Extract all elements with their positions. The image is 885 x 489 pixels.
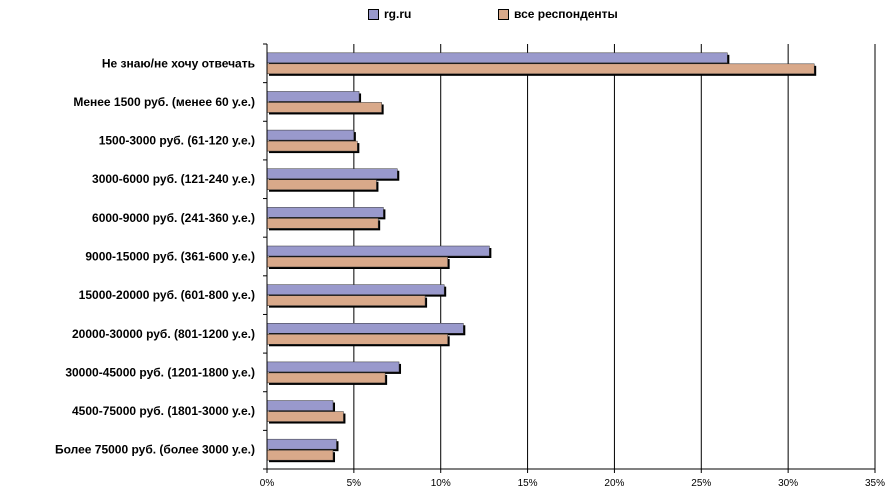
bar — [266, 168, 398, 179]
bar — [266, 129, 355, 141]
x-tick-label: 10% — [431, 478, 451, 489]
category-label: 30000-45000 руб. (1201-1800 у.е.) — [65, 365, 255, 379]
bar — [266, 295, 426, 306]
bar — [266, 140, 358, 152]
category-label: Более 75000 руб. (более 3000 у.е.) — [55, 443, 255, 457]
legend-swatch-all-respondents — [498, 8, 509, 20]
x-tick-label: 30% — [778, 478, 798, 489]
bar — [266, 334, 448, 345]
bar — [266, 372, 386, 384]
legend-item-all-respondents: все респонденты — [498, 7, 618, 21]
x-tick-label: 15% — [518, 478, 538, 489]
bar — [266, 179, 377, 190]
bar — [266, 449, 334, 461]
bar — [266, 102, 382, 113]
x-tick-label: 35% — [865, 478, 885, 489]
bar — [266, 400, 334, 411]
bar — [266, 245, 490, 257]
bar — [266, 256, 448, 268]
x-tick-label: 20% — [604, 478, 624, 489]
category-label: 20000-30000 руб. (801-1200 у.е.) — [72, 327, 255, 341]
category-label: 3000-6000 руб. (121-240 у.е.) — [92, 172, 255, 186]
x-tick-label: 25% — [691, 478, 711, 489]
legend-label-all-respondents: все респонденты — [514, 7, 618, 21]
category-label: Менее 1500 руб. (менее 60 у.е.) — [73, 95, 255, 109]
bar — [266, 207, 384, 218]
bar — [266, 438, 337, 450]
legend: rg.ru все респонденты — [0, 7, 885, 27]
category-label: 6000-9000 руб. (241-360 у.е.) — [92, 211, 255, 225]
bar — [266, 91, 360, 102]
legend-swatch-rg-ru — [368, 8, 379, 20]
bar — [266, 361, 400, 373]
category-label: Не знаю/не хочу отвечать — [102, 56, 255, 70]
bar — [266, 218, 379, 229]
bar — [266, 323, 464, 334]
category-label: 15000-20000 руб. (601-800 у.е.) — [79, 288, 255, 302]
category-label: 1500-3000 руб. (61-120 у.е.) — [99, 134, 255, 148]
bar — [266, 411, 344, 422]
x-tick-label: 5% — [347, 478, 362, 489]
bar — [266, 52, 728, 64]
bar — [266, 63, 815, 75]
legend-item-rg-ru: rg.ru — [368, 7, 411, 21]
x-tick-label: 0% — [260, 478, 275, 489]
legend-label-rg-ru: rg.ru — [384, 7, 412, 21]
category-label: 9000-15000 руб. (361-600 у.е.) — [85, 250, 255, 264]
category-label: 4500-75000 руб. (1801-3000 у.е.) — [72, 404, 255, 418]
bar — [266, 284, 445, 295]
